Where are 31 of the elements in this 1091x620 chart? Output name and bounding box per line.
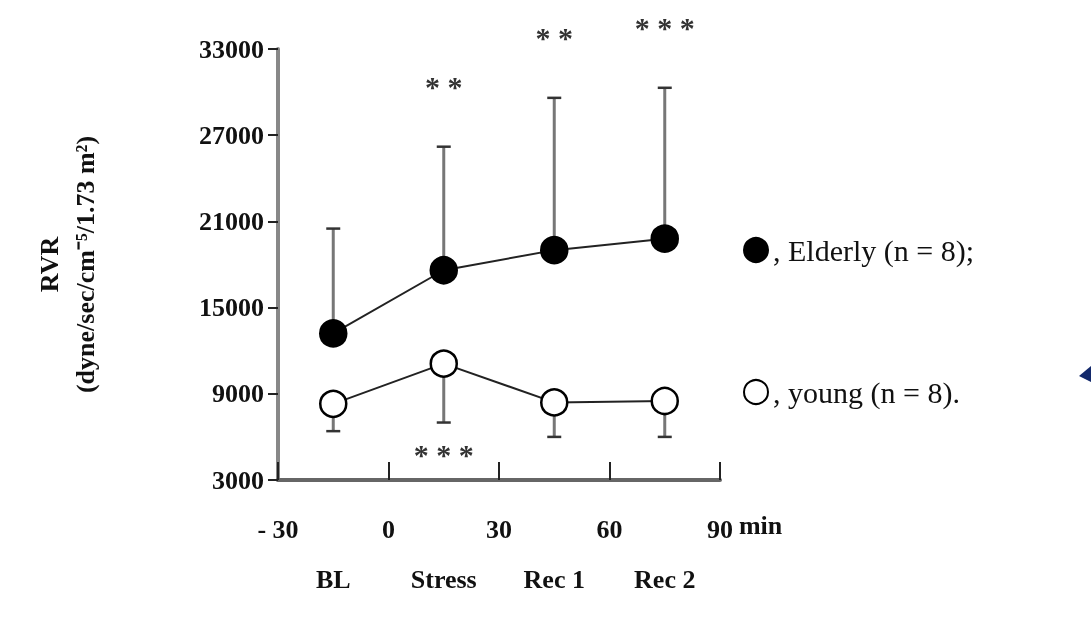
annotation: * * * [634,11,695,45]
point [650,224,679,253]
y-axis-title: RVR (dyne/sec/cm⁻⁵/1.73 m²) [34,135,100,394]
x-tick-label: Rec 2 [634,564,696,594]
point [650,386,679,416]
x2-tick-label: 0 [382,514,395,544]
annotation: * * * [413,438,474,472]
legend-label: , young (n = 8). [773,375,960,410]
annotation: * * [535,21,573,55]
point [429,256,458,285]
x2-tick-label: - 30 [257,514,299,544]
y-tick-label: 33000 [199,34,264,64]
y-tick-label: 3000 [212,465,264,495]
x-tick-label: Stress [410,564,477,594]
point [540,235,569,265]
x-tick-label: Rec 1 [523,564,585,594]
legend-label: , Elderly (n = 8); [773,233,975,268]
y-tick-label: 15000 [199,293,264,323]
point [319,389,348,419]
x2-tick-label: 60 [596,514,623,544]
y-tick-label: 21000 [199,206,264,236]
point [429,349,458,378]
point [540,388,569,417]
annotation: * * [425,70,463,104]
y-tick-label: 27000 [199,120,264,150]
x-tick-label: BL [315,564,351,594]
x2-tick-label: 90 [707,514,733,544]
y-tick-label: 9000 [212,379,264,409]
x2-axis-title: min [738,510,783,540]
point [319,319,348,348]
x2-tick-label: 30 [486,514,512,544]
